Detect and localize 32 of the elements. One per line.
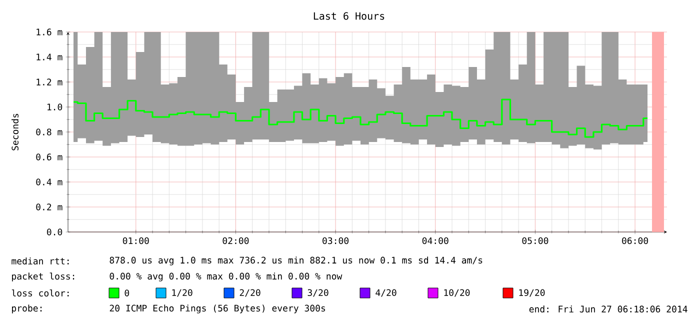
text: end: Fri Jun 27 06:18:06 2014 [529, 306, 688, 312]
legend-label: 2/20 [240, 289, 260, 297]
x-tick-label: 06:00 [622, 237, 648, 244]
text: 878.0 us avg 1.0 ms max 736.2 us min 882.1 us now 0.1 ms sd 14.4 am/s [110, 256, 482, 266]
y-tick-label: 0.4 m [36, 178, 62, 186]
legend-label: 4/20 [376, 289, 396, 297]
text: median rtt: [12, 258, 69, 264]
x-tick-label: 01:00 [122, 237, 149, 244]
x-tick-label: 04:00 [422, 237, 448, 244]
y-tick-label: 1.6 m [36, 28, 62, 36]
y-tick-label: 0.2 m [36, 204, 62, 210]
text: 0.00 % avg 0.00 % max 0.00 % min 0.00 % now [110, 272, 342, 282]
chart-title: Last 6 Hours [314, 12, 384, 20]
y-tick-label: 1.0 [48, 104, 62, 110]
text: probe: [12, 304, 42, 314]
text: 20 ICMP Echo Pings (56 Bytes) every 300s [110, 304, 326, 314]
x-tick-label: 02:00 [222, 237, 249, 244]
legend-label: 1/20 [172, 289, 192, 297]
y-axis-title: Seconds [12, 114, 18, 150]
legend-label: 10/20 [444, 289, 470, 297]
x-tick-label: 05:00 [522, 237, 548, 244]
y-tick-label: 0.8 m [36, 128, 62, 136]
legend-label: 3/20 [308, 289, 328, 297]
y-tick-label: 0.0 [47, 228, 62, 236]
x-tick-label: 03:00 [322, 237, 349, 244]
y-tick-label: 1.4 m [36, 54, 62, 60]
legend-label: 0 [124, 290, 130, 296]
legend-label: 19/20 [519, 289, 545, 297]
y-tick-label: 1.2 m [36, 78, 62, 86]
text: loss color: [12, 289, 69, 296]
text: packet loss: [12, 272, 74, 282]
y-tick-label: 0.6 m [36, 154, 62, 160]
